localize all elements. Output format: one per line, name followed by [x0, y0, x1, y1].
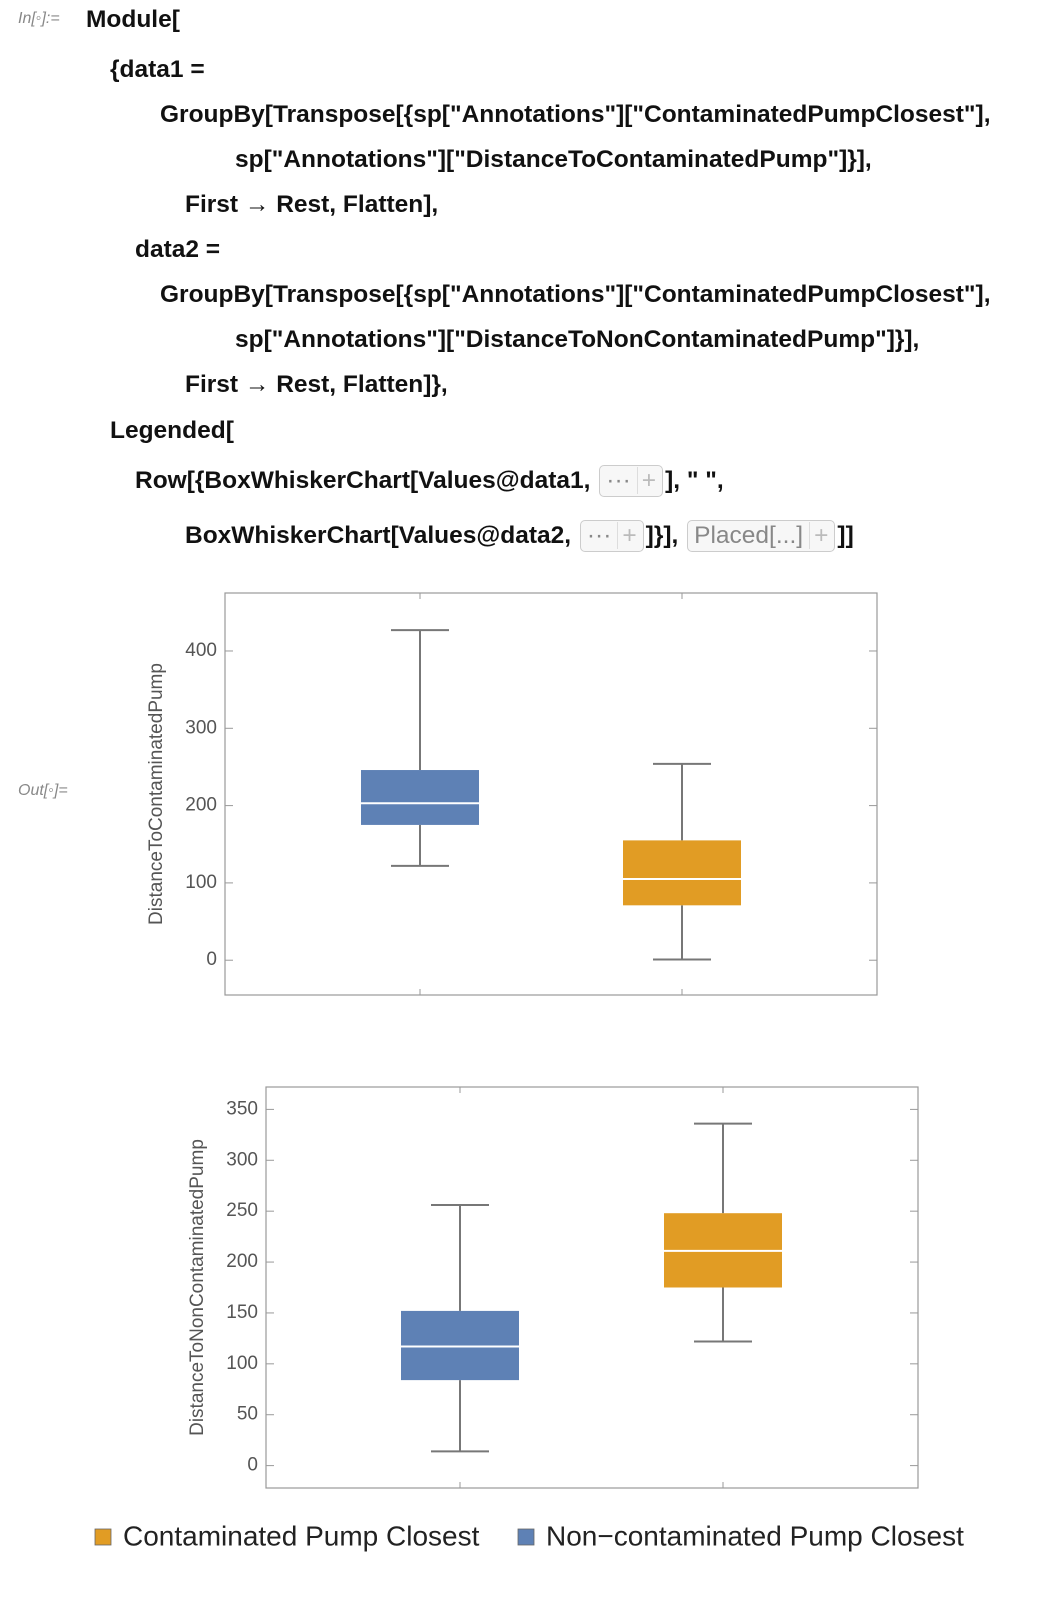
y-tick-label: 200 [226, 1251, 258, 1272]
y-tick-label: 100 [185, 872, 217, 893]
y-tick-label: 0 [247, 1455, 258, 1476]
y-axis-label: DistanceToNonContaminatedPump [187, 1139, 208, 1436]
out-label: Out[◦]= [18, 782, 68, 799]
plot-frame [224, 592, 878, 996]
legend-swatch [94, 1528, 112, 1546]
code-text: GroupBy[Transpose[{sp["Annotations"]["Co… [160, 281, 991, 308]
code-line: Legended[ [110, 416, 234, 446]
box [623, 840, 741, 906]
code-text: First → Rest, Flatten]}, [185, 371, 448, 398]
y-tick-label: 300 [185, 717, 217, 738]
y-tick-label: 100 [226, 1353, 258, 1374]
code-text: Row[{BoxWhiskerChart[Values@data1, [135, 467, 598, 494]
code-line: data2 = [135, 235, 220, 265]
code-line: BoxWhiskerChart[Values@data2, ···]}], Pl… [185, 520, 854, 552]
code-line: sp["Annotations"]["DistanceToContaminate… [235, 145, 872, 175]
y-tick-label: 350 [226, 1098, 258, 1119]
code-button[interactable]: ··· [599, 465, 664, 497]
y-tick-label: 400 [185, 640, 217, 661]
plot-frame [265, 1086, 919, 1489]
code-text: sp["Annotations"]["DistanceToContaminate… [235, 146, 872, 173]
code-text: {data1 = [110, 56, 205, 83]
y-tick-label: 300 [226, 1149, 258, 1170]
y-axis-label: DistanceToContaminatedPump [146, 663, 167, 925]
code-button[interactable]: ··· [579, 520, 644, 552]
code-line: GroupBy[Transpose[{sp["Annotations"]["Co… [160, 100, 991, 130]
code-line: First → Rest, Flatten], [185, 190, 438, 220]
legend-swatch [517, 1528, 535, 1546]
code-line: GroupBy[Transpose[{sp["Annotations"]["Co… [160, 280, 991, 310]
y-tick-label: 250 [226, 1200, 258, 1221]
code-text: First → Rest, Flatten], [185, 191, 439, 218]
legend-label: Non−contaminated Pump Closest [546, 1520, 964, 1551]
in-label: In[◦]:= [18, 10, 60, 27]
code-line: {data1 = [110, 55, 205, 85]
box [361, 770, 479, 825]
code-line: sp["Annotations"]["DistanceToNonContamin… [235, 325, 919, 355]
legend-label: Contaminated Pump Closest [123, 1520, 480, 1551]
y-tick-label: 200 [185, 795, 217, 816]
code-text: GroupBy[Transpose[{sp["Annotations"]["Co… [160, 101, 991, 128]
code-text: ]] [837, 522, 854, 549]
code-text: BoxWhiskerChart[Values@data2, [185, 522, 578, 549]
y-tick-label: 150 [226, 1302, 258, 1323]
y-tick-label: 0 [206, 949, 217, 970]
code-text: ], " ", [665, 467, 724, 494]
y-tick-label: 50 [237, 1404, 258, 1425]
code-line: First → Rest, Flatten]}, [185, 370, 448, 400]
code-text: sp["Annotations"]["DistanceToNonContamin… [235, 326, 920, 353]
code-text: ]}], [645, 522, 686, 549]
code-text: Module[ [86, 6, 180, 33]
code-line: Module[ [86, 5, 180, 35]
code-button[interactable]: Placed[...] [687, 520, 836, 552]
code-text: data2 = [135, 236, 221, 263]
code-line: Row[{BoxWhiskerChart[Values@data1, ···],… [135, 465, 724, 497]
box [401, 1310, 519, 1381]
code-text: Legended[ [110, 417, 234, 444]
